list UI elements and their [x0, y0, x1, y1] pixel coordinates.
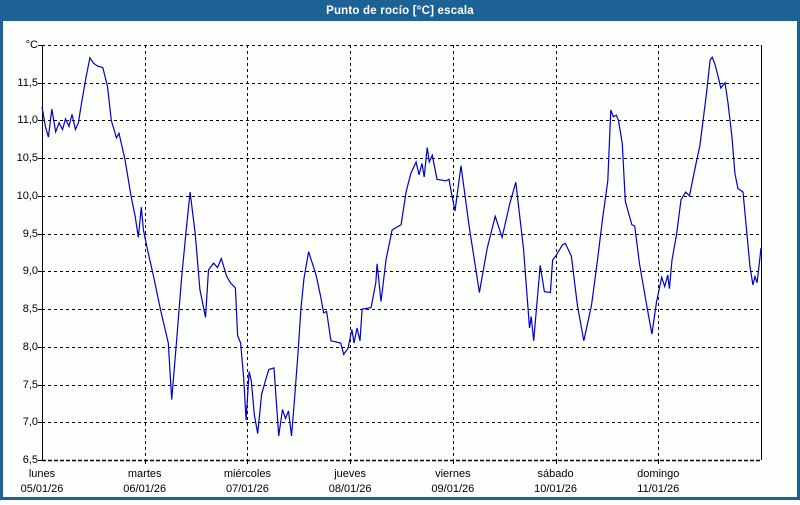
x-day-name-label: miércoles — [223, 468, 271, 480]
x-day-name-label: jueves — [334, 468, 367, 480]
x-day-date-label: 08/01/26 — [328, 483, 372, 495]
y-tick-label: 8,0 — [22, 340, 38, 353]
y-axis-unit-label: °C — [25, 39, 38, 51]
y-tick-label: 8,5 — [22, 303, 38, 316]
x-day-date-label: 05/01/26 — [20, 483, 64, 495]
y-tick-label: 11,0 — [17, 114, 38, 127]
window-title: Punto de rocío [°C] escala — [326, 4, 474, 17]
x-day-name-label: lunes — [28, 468, 56, 480]
x-day-name-label: martes — [127, 468, 162, 480]
x-day-date-label: 10/01/26 — [534, 483, 577, 495]
y-tick-label: 10,5 — [16, 152, 38, 165]
y-tick-label: 9,5 — [22, 227, 38, 240]
title-bar: Punto de rocío [°C] escala — [0, 0, 800, 21]
x-day-date-label: 09/01/26 — [431, 483, 475, 495]
x-day-name-label: sábado — [537, 468, 574, 480]
x-day-date-label: 11/01/26 — [637, 483, 680, 495]
x-day-date-label: 06/01/26 — [123, 483, 167, 495]
x-day-name-label: viernes — [435, 468, 471, 480]
x-day-name-label: domingo — [637, 468, 680, 480]
dew-point-series-line — [41, 55, 762, 436]
y-tick-label: 11,5 — [17, 76, 38, 89]
y-tick-label: 7,5 — [22, 378, 38, 391]
y-tick-label: 9,0 — [22, 265, 38, 278]
x-day-date-label: 07/01/26 — [226, 483, 269, 495]
y-tick-label: 7,0 — [22, 416, 38, 429]
y-tick-label: 10,0 — [16, 189, 38, 202]
y-tick-label: 6,5 — [22, 454, 38, 466]
chart-panel — [3, 21, 797, 497]
